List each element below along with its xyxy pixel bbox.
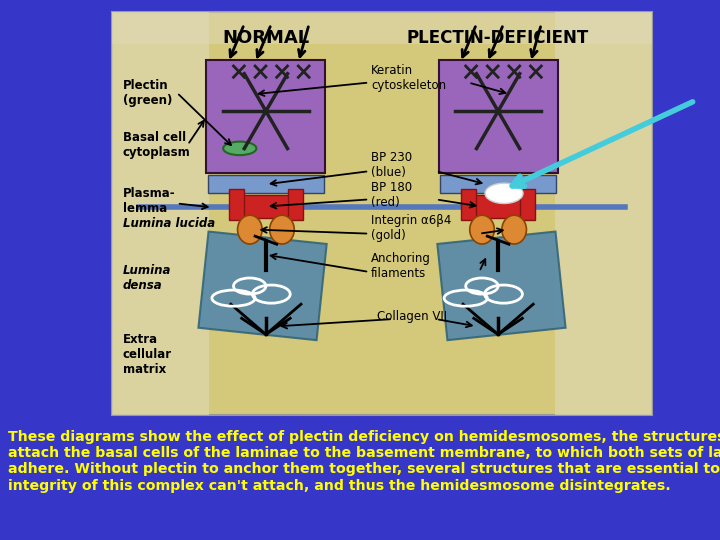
Text: PLECTIN-DEFICIENT: PLECTIN-DEFICIENT: [407, 29, 589, 47]
Bar: [437, 232, 566, 340]
Text: Lumina
densa: Lumina densa: [123, 264, 171, 292]
Text: Collagen VII: Collagen VII: [377, 310, 446, 323]
Bar: [112, 12, 652, 44]
Ellipse shape: [469, 215, 495, 244]
Text: These diagrams show the effect of plectin deficiency on hemidesmosomes, the stru: These diagrams show the effect of plecti…: [8, 430, 720, 492]
Text: Anchoring
filaments: Anchoring filaments: [372, 252, 431, 280]
Text: Plectin
(green): Plectin (green): [123, 79, 172, 106]
Text: NORMAL: NORMAL: [222, 29, 310, 47]
Ellipse shape: [270, 215, 294, 244]
Bar: [199, 232, 327, 340]
Bar: [112, 12, 652, 415]
Bar: [207, 60, 325, 173]
Ellipse shape: [238, 215, 262, 244]
Ellipse shape: [485, 183, 523, 204]
Text: Extra
cellular
matrix: Extra cellular matrix: [123, 333, 172, 376]
Text: Lumina lucida: Lumina lucida: [123, 217, 215, 230]
Bar: [440, 175, 557, 193]
Bar: [520, 190, 535, 220]
Bar: [207, 175, 324, 193]
Bar: [233, 195, 299, 218]
Bar: [555, 12, 652, 415]
Bar: [112, 12, 210, 415]
Text: Plasma-
lemma: Plasma- lemma: [123, 187, 176, 215]
Text: BP 180
(red): BP 180 (red): [372, 181, 413, 210]
Bar: [229, 190, 244, 220]
Bar: [438, 60, 557, 173]
Bar: [288, 190, 303, 220]
Ellipse shape: [223, 141, 256, 155]
Text: BP 230
(blue): BP 230 (blue): [372, 151, 413, 179]
Text: Integrin α6β4
(gold): Integrin α6β4 (gold): [372, 214, 451, 241]
Text: Keratin
cytoskeleton: Keratin cytoskeleton: [372, 64, 446, 92]
Ellipse shape: [502, 215, 526, 244]
Text: Basal cell
cytoplasm: Basal cell cytoplasm: [123, 131, 191, 159]
Bar: [461, 190, 476, 220]
Bar: [465, 195, 531, 218]
